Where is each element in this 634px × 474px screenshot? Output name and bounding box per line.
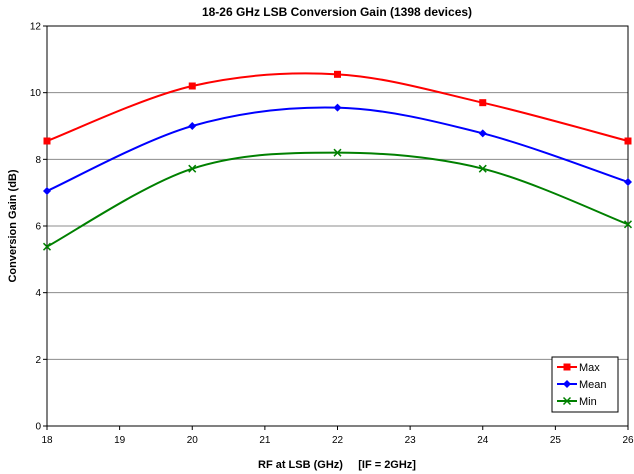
y-tick-label: 10 <box>30 88 42 99</box>
x-tick-label: 26 <box>622 435 634 446</box>
x-tick-label: 25 <box>550 435 562 446</box>
chart-title: 18-26 GHz LSB Conversion Gain (1398 devi… <box>202 5 472 19</box>
x-tick-label: 24 <box>477 435 489 446</box>
y-tick-label: 6 <box>35 222 41 233</box>
data-point-mean <box>188 122 197 130</box>
legend-label-max: Max <box>579 362 600 374</box>
data-point-mean <box>624 178 632 186</box>
series-line-mean <box>46 106 629 192</box>
y-axis: 0 2 4 6 8 10 12 <box>30 22 47 433</box>
y-axis-label: Conversion Gain (dB) <box>7 169 19 282</box>
y-tick-label: 2 <box>35 355 41 366</box>
series-line-min <box>46 151 629 248</box>
x-axis-label: RF at LSB (GHz) [IF = 2GHz] <box>258 459 416 471</box>
legend: Max Mean Min <box>551 356 619 413</box>
data-point-min <box>623 220 633 229</box>
data-point-min <box>42 242 52 251</box>
legend-marker-mean <box>563 380 571 388</box>
data-point-max <box>479 99 487 107</box>
legend-marker-max <box>563 363 571 371</box>
data-point-mean <box>43 187 51 195</box>
legend-label-mean: Mean <box>579 379 607 391</box>
y-tick-label: 12 <box>30 22 42 33</box>
series-group <box>42 70 633 251</box>
x-tick-label: 21 <box>259 435 271 446</box>
series-mean <box>43 103 632 195</box>
y-tick-label: 0 <box>35 422 41 433</box>
legend-marker-min <box>562 396 572 406</box>
y-tick-label: 8 <box>35 155 41 166</box>
series-max <box>43 70 632 145</box>
data-point-min <box>333 148 342 157</box>
x-axis: 18 19 20 21 22 23 24 25 26 <box>41 426 634 446</box>
data-point-max <box>334 70 341 78</box>
x-tick-label: 19 <box>114 435 126 446</box>
gridlines <box>47 92 628 360</box>
y-tick-label: 4 <box>35 288 41 299</box>
x-tick-label: 22 <box>332 435 344 446</box>
data-point-min <box>188 164 197 173</box>
data-point-max <box>43 137 51 145</box>
x-tick-label: 20 <box>187 435 199 446</box>
x-tick-label: 23 <box>405 435 417 446</box>
data-point-max <box>188 82 196 90</box>
data-point-min <box>478 164 487 173</box>
data-point-max <box>624 137 632 145</box>
series-min <box>42 148 633 251</box>
data-point-mean <box>478 129 487 138</box>
data-point-mean <box>333 103 342 112</box>
legend-label-min: Min <box>579 396 597 408</box>
x-tick-label: 18 <box>41 435 53 446</box>
